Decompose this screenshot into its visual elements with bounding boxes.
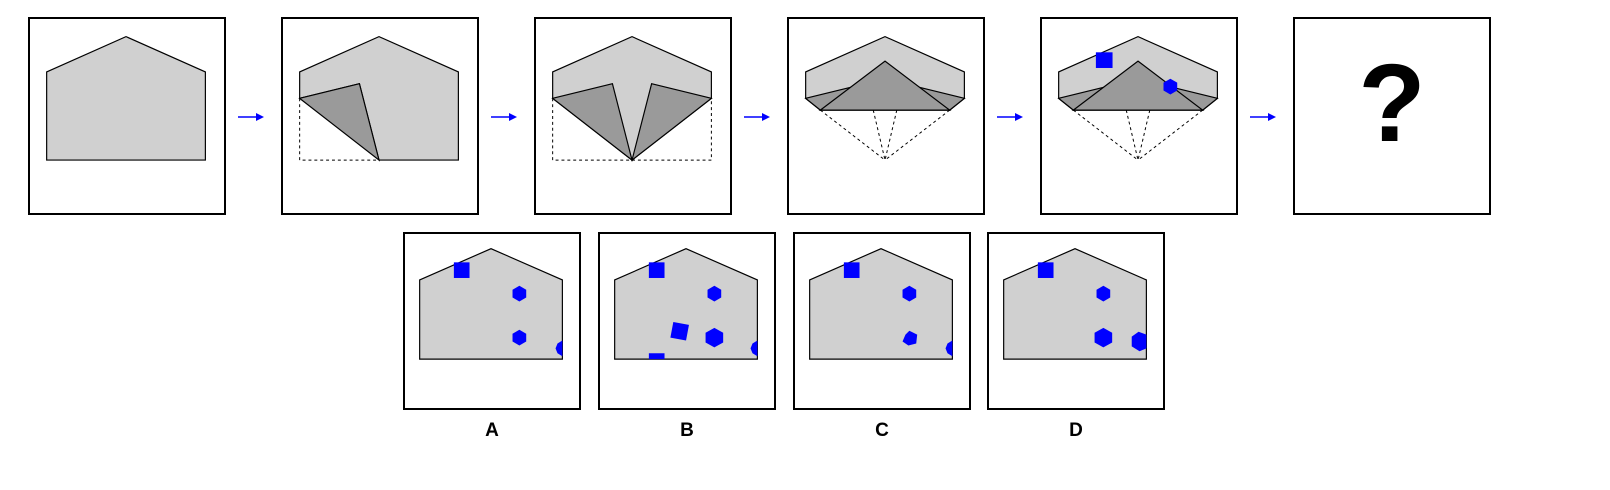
hexagon-icon <box>750 340 758 357</box>
step-4-panel <box>787 17 985 215</box>
hexagon-icon <box>1096 285 1111 302</box>
option-b-label: B <box>680 420 694 441</box>
square-icon <box>1095 52 1113 68</box>
square-icon <box>670 321 689 341</box>
option-d-label: D <box>1069 420 1083 441</box>
second-fold-paper <box>551 35 713 162</box>
hexagon-icon <box>1094 327 1113 348</box>
hexagon-icon <box>555 340 563 357</box>
option-b-panel[interactable] <box>598 232 776 410</box>
right-arrow-icon <box>238 113 264 121</box>
step-5-panel <box>1040 17 1238 215</box>
square-icon <box>843 262 860 278</box>
hexagon-icon <box>705 327 724 348</box>
unfolded-paper <box>46 35 206 161</box>
option-c-label: C <box>875 420 889 441</box>
option-a-paper <box>419 248 563 360</box>
hexagon-icon <box>1131 331 1147 352</box>
option-d-paper <box>1003 248 1147 360</box>
right-arrow-icon <box>1250 113 1276 121</box>
option-a-label: A <box>485 420 499 441</box>
option-c-panel[interactable] <box>793 232 971 410</box>
hexagon-icon <box>902 330 918 346</box>
question-mark: ? <box>1358 42 1426 165</box>
option-a-panel[interactable] <box>403 232 581 410</box>
third-fold-paper <box>804 35 966 161</box>
square-icon <box>453 262 470 278</box>
right-arrow-icon <box>744 113 770 121</box>
hexagon-icon <box>1163 78 1178 95</box>
right-arrow-icon <box>997 113 1023 121</box>
option-c-paper <box>809 248 953 360</box>
step-2-panel <box>281 17 479 215</box>
step-3-panel <box>534 17 732 215</box>
step-1-panel <box>28 17 226 215</box>
first-fold-paper <box>298 35 459 162</box>
square-icon <box>648 353 665 360</box>
hexagon-icon <box>707 285 722 302</box>
hexagon-icon <box>512 329 527 346</box>
square-icon <box>648 262 665 278</box>
punched-paper <box>1057 35 1219 161</box>
answer-panel: ? <box>1293 17 1491 215</box>
option-d-panel[interactable] <box>987 232 1165 410</box>
right-arrow-icon <box>491 113 517 121</box>
option-b-paper <box>614 248 758 360</box>
hexagon-icon <box>512 285 527 302</box>
hexagon-icon <box>902 285 917 302</box>
hexagon-icon <box>945 340 953 357</box>
square-icon <box>1037 262 1054 278</box>
